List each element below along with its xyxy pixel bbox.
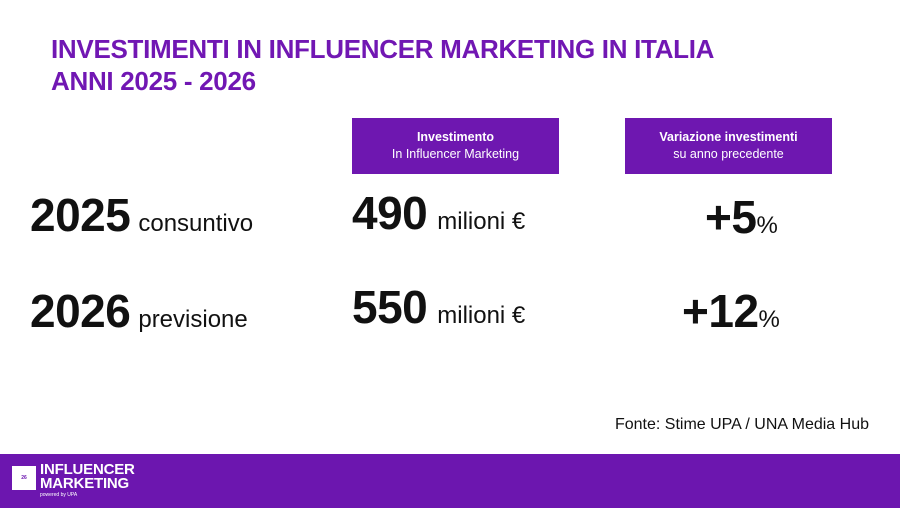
change-unit: % (756, 212, 778, 239)
row-2026-investment: 550 milioni € (352, 280, 525, 334)
page-number-badge: 26 (12, 466, 36, 490)
change-value: +5 (705, 191, 757, 243)
row-2025-year: 2025 consuntivo (30, 188, 253, 242)
column-header-change-subtitle: su anno precedente (673, 147, 784, 161)
brand-logo: INFLUENCER MARKETING (40, 461, 135, 492)
row-2025-investment: 490 milioni € (352, 186, 525, 240)
source-note: Fonte: Stime UPA / UNA Media Hub (614, 416, 869, 433)
row-2026-change: +12% (682, 284, 780, 338)
change-value: +12 (682, 285, 759, 337)
change-unit: % (758, 306, 780, 333)
slide-title: INVESTIMENTI IN INFLUENCER MARKETING IN … (51, 33, 714, 97)
column-header-investment-subtitle: In Influencer Marketing (391, 147, 520, 161)
brand-logo-line-1: INFLUENCER (40, 461, 135, 478)
investment-value: 550 (352, 281, 428, 333)
column-header-investment-title: Investimento (416, 130, 495, 144)
investment-unit: milioni € (437, 208, 526, 235)
year-kind-label: consuntivo (138, 210, 254, 237)
column-header-change-title: Variazione investimenti (659, 130, 798, 144)
brand-sub-label: powered by UPA (40, 492, 78, 498)
footer-bar (0, 454, 900, 508)
row-2026-year: 2026 previsione (30, 284, 248, 338)
investment-unit: milioni € (437, 302, 526, 329)
column-header-change: Variazione investimenti su anno preceden… (625, 118, 832, 174)
column-header-investment: Investimento In Influencer Marketing (352, 118, 559, 174)
investment-value: 490 (352, 187, 428, 239)
title-line-1: INVESTIMENTI IN INFLUENCER MARKETING IN … (51, 34, 715, 64)
row-2025-change: +5% (705, 190, 778, 244)
brand-logo-line-2: MARKETING (40, 475, 130, 492)
year-label: 2025 (30, 189, 131, 241)
title-line-2: ANNI 2025 - 2026 (51, 66, 256, 96)
year-label: 2026 (30, 285, 131, 337)
year-kind-label: previsione (138, 306, 248, 333)
